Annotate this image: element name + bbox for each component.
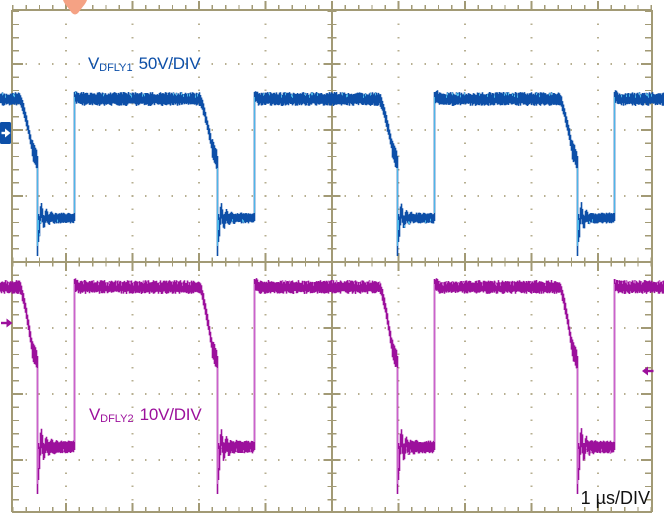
ch1-position-marker [0,122,11,144]
trigger-position-marker [63,0,87,15]
ch2-label-subscript: DFLY2 [100,413,134,425]
trace-vdfly1 [0,90,664,256]
trace-vdfly1-highlight [2,91,652,246]
ch2-label-name: V [89,405,101,424]
ch2-label: VDFLY2 10V/DIV [89,405,202,426]
graticule-major-ticks [12,1,652,512]
ch2-position-marker [1,318,13,328]
grid-dots [25,23,639,501]
timebase-label: 1 µs/DIV [580,488,650,508]
graticule-minor-ticks [12,5,652,512]
ch1-scale-label: 50V/DIV [138,54,201,73]
trace-vdfly2 [0,278,664,494]
ch1-label-name: V [88,54,100,73]
ch2-right-marker [642,366,654,376]
ch1-label-subscript: DFLY1 [99,62,133,74]
trace-vdfly2-highlight [6,280,663,484]
ch2-scale-label: 10V/DIV [139,405,202,424]
ch1-label: VDFLY1 50V/DIV [88,54,201,75]
